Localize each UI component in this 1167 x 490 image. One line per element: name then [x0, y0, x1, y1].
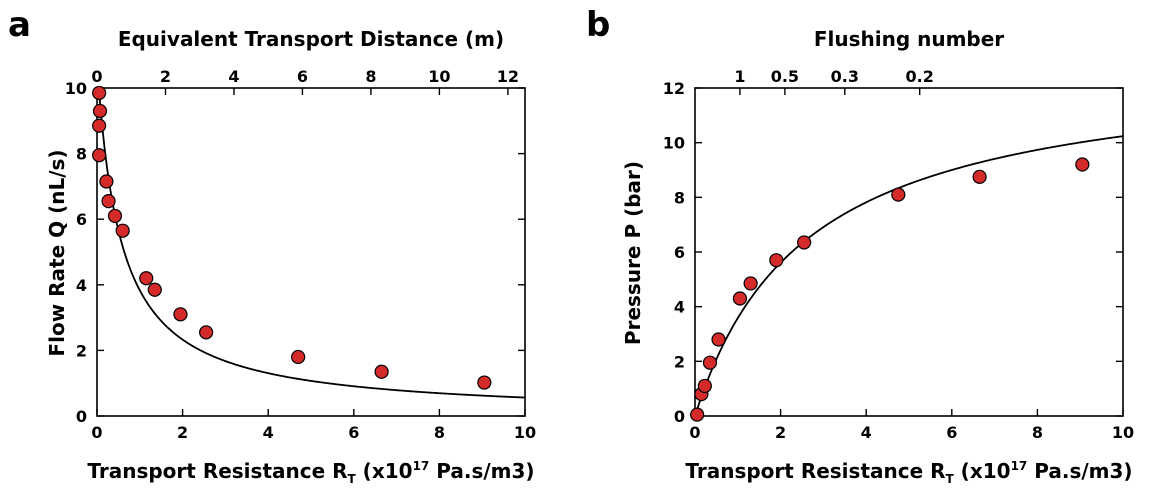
data-point	[139, 271, 154, 286]
panel-a-x-ticks: 0 2 4 6 8 10	[91, 409, 536, 442]
data-point	[147, 282, 162, 297]
data-point	[769, 253, 784, 268]
panel-b-fit-curve	[694, 135, 1124, 417]
data-point	[199, 325, 214, 340]
x-tick-label: 0	[689, 423, 700, 442]
x-tick-label: 10	[1112, 423, 1134, 442]
data-point	[797, 235, 812, 250]
y-tick-label: 10	[663, 134, 685, 153]
data-point	[697, 378, 712, 394]
top-tick-label: 0	[91, 67, 102, 86]
y-tick-label: 2	[674, 352, 685, 371]
data-point	[891, 187, 906, 202]
panel-a-letter: a	[8, 5, 31, 45]
panel-a-top-ticks: 0 2 4 6 8 10 12	[91, 67, 519, 95]
y-tick-label: 0	[674, 407, 685, 426]
y-tick-label: 6	[76, 210, 87, 229]
data-point	[107, 208, 123, 224]
panel-b-letter: b	[586, 5, 610, 45]
top-tick-label: 0.5	[771, 67, 799, 86]
x-tick-label: 2	[177, 423, 188, 442]
data-point	[732, 291, 748, 306]
panel-b-y-ticks: 0 2 4 6 8 10 12	[663, 79, 1123, 426]
x-tick-label: 6	[348, 423, 359, 442]
panel-b-x-ticks: 0 2 4 6 8 10	[689, 409, 1134, 442]
data-point	[477, 375, 492, 390]
y-tick-label: 4	[674, 298, 685, 317]
data-point	[743, 276, 758, 291]
x-tick-label: 8	[434, 423, 445, 442]
panel-a-y-axis-title: Flow Rate Q (nL/s)	[45, 149, 69, 356]
data-point	[291, 349, 306, 365]
top-tick-label: 12	[497, 67, 519, 86]
data-point	[92, 85, 107, 101]
y-tick-label: 6	[674, 243, 685, 262]
panel-b-y-axis-title: Pressure P (bar)	[621, 161, 645, 345]
x-tick-label: 2	[775, 423, 786, 442]
y-tick-label: 4	[76, 276, 87, 295]
data-point	[173, 307, 188, 322]
panel-b-plot-frame	[694, 87, 1124, 417]
y-tick-label: 12	[663, 79, 685, 98]
panel-b: b Flushing number Pressure P (bar) Trans…	[586, 5, 1134, 486]
x-tick-label: 0	[91, 423, 102, 442]
y-tick-label: 8	[76, 145, 87, 164]
y-tick-label: 8	[674, 188, 685, 207]
panel-a-plot-frame	[96, 87, 526, 417]
data-point	[972, 169, 987, 184]
data-point	[711, 332, 726, 347]
data-point	[92, 118, 107, 133]
y-tick-label: 0	[76, 407, 87, 426]
panel-a-y-ticks: 0 2 4 6 8 10	[65, 79, 525, 426]
x-tick-label: 4	[263, 423, 274, 442]
panel-b-top-ticks: 1 0.5 0.3 0.2	[734, 67, 934, 95]
top-tick-label: 10	[428, 67, 450, 86]
data-point	[99, 174, 114, 189]
panel-b-top-axis-title: Flushing number	[814, 27, 1004, 51]
top-tick-label: 0.2	[906, 67, 934, 86]
x-tick-label: 8	[1032, 423, 1043, 442]
top-tick-label: 4	[228, 67, 239, 86]
data-point	[92, 148, 107, 163]
panel-b-data-points	[690, 157, 1090, 422]
top-tick-label: 6	[297, 67, 308, 86]
data-point	[690, 407, 705, 422]
x-tick-label: 4	[861, 423, 872, 442]
data-point	[92, 103, 108, 119]
panel-a-data-points	[92, 85, 492, 390]
data-point	[374, 364, 389, 379]
data-point	[115, 223, 130, 238]
data-point	[702, 355, 718, 370]
x-tick-label: 10	[514, 423, 536, 442]
panel-a: a Equivalent Transport Distance (m) Flow…	[8, 5, 536, 486]
top-tick-label: 8	[365, 67, 376, 86]
panel-a-x-axis-title: Transport Resistance RT (x1017 Pa.s/m3)	[87, 459, 534, 486]
panel-a-top-axis-title: Equivalent Transport Distance (m)	[118, 27, 504, 51]
top-tick-label: 2	[160, 67, 171, 86]
top-tick-label: 1	[734, 67, 745, 86]
x-tick-label: 6	[946, 423, 957, 442]
panel-b-x-axis-title: Transport Resistance RT (x1017 Pa.s/m3)	[685, 459, 1132, 486]
y-tick-label: 2	[76, 341, 87, 360]
y-tick-label: 10	[65, 79, 87, 98]
data-point	[101, 194, 116, 209]
data-point	[1075, 157, 1090, 172]
panel-a-fit-curve	[97, 87, 526, 399]
top-tick-label: 0.3	[831, 67, 859, 86]
